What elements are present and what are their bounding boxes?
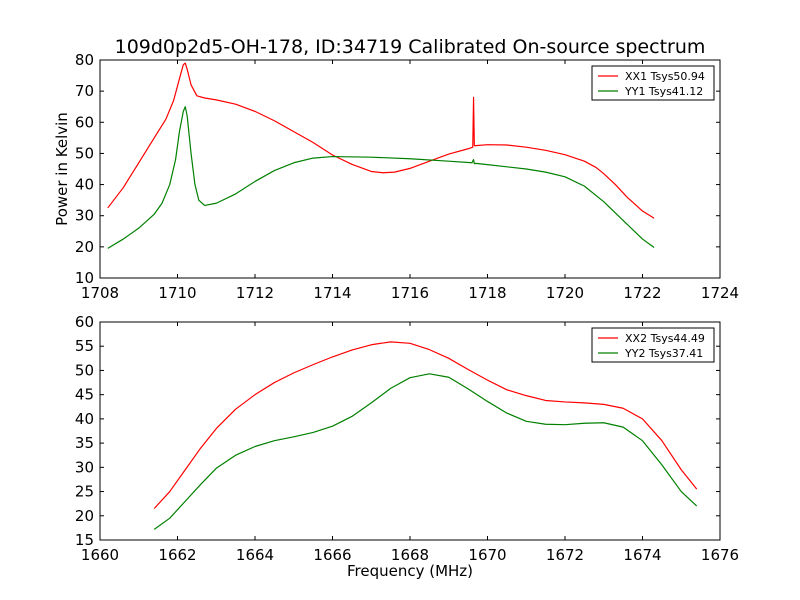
series-line-2 xyxy=(153,373,698,530)
y-tick-label: 25 xyxy=(75,483,94,501)
legend-box xyxy=(591,327,715,363)
chart-panels: 1708 1710 1712 1714 1716 1718 1720 1722 1724 10 20… xyxy=(53,51,739,564)
x-tick-label: 1674 xyxy=(623,546,661,564)
x-tick-label: 1714 xyxy=(313,284,351,302)
series-line-1 xyxy=(107,62,655,219)
y-tick-label: 50 xyxy=(75,144,94,162)
x-tick-label: 1670 xyxy=(468,546,506,564)
x-tick-label: 1720 xyxy=(546,284,584,302)
x-tick-label: 1722 xyxy=(623,284,661,302)
x-tick-label: 1718 xyxy=(468,284,506,302)
x-tick-label: 1660 xyxy=(81,546,119,564)
panel-1: 1708 1710 1712 1714 1716 1718 1720 1722 1724 10 20… xyxy=(53,51,739,302)
legend: XX2 Tsys44.49 YY2 Tsys37.41 xyxy=(591,327,715,363)
y-tick-label: 20 xyxy=(75,507,94,525)
y-tick-label: 60 xyxy=(75,113,94,131)
y-tick-label: 35 xyxy=(75,434,94,452)
x-tick-label: 1716 xyxy=(391,284,429,302)
series-line-2 xyxy=(107,106,655,249)
y-tick-label: 30 xyxy=(75,207,94,225)
y-tick-label: 45 xyxy=(75,386,94,404)
legend-label-2: YY2 Tsys37.41 xyxy=(624,347,703,360)
y-tick-label: 70 xyxy=(75,82,94,100)
x-tick-label: 1724 xyxy=(701,284,739,302)
legend-label-2: YY1 Tsys41.12 xyxy=(624,85,703,98)
y-tick-label: 10 xyxy=(75,269,94,287)
y-tick-label: 60 xyxy=(75,313,94,331)
y-tick-label: 20 xyxy=(75,238,94,256)
series-line-1 xyxy=(153,341,698,509)
x-tick-label: 1676 xyxy=(701,546,739,564)
legend-box xyxy=(591,65,715,101)
y-tick-label: 55 xyxy=(75,337,94,355)
panel-2: 1660 1662 1664 1666 1668 1670 1672 1674 1676 15 20… xyxy=(75,313,739,564)
x-tick-label: 1662 xyxy=(158,546,196,564)
x-tick-label: 1708 xyxy=(81,284,119,302)
legend-label-1: XX1 Tsys50.94 xyxy=(625,70,705,83)
legend-label-1: XX2 Tsys44.49 xyxy=(625,332,705,345)
x-tick-label: 1668 xyxy=(391,546,429,564)
x-tick-label: 1712 xyxy=(236,284,274,302)
legend: XX1 Tsys50.94 YY1 Tsys41.12 xyxy=(591,65,715,101)
x-tick-label: 1672 xyxy=(546,546,584,564)
x-axis-title: Frequency (MHz) xyxy=(347,562,473,580)
y-tick-label: 30 xyxy=(75,458,94,476)
y-tick-label: 50 xyxy=(75,361,94,379)
y-tick-label: 40 xyxy=(75,176,94,194)
y-tick-label: 40 xyxy=(75,410,94,428)
y-tick-label: 15 xyxy=(75,531,94,549)
y-tick-label: 80 xyxy=(75,51,94,69)
x-tick-label: 1710 xyxy=(158,284,196,302)
x-tick-label: 1666 xyxy=(313,546,351,564)
y-axis-title: Power in Kelvin xyxy=(53,112,71,226)
x-tick-label: 1664 xyxy=(236,546,274,564)
figure-title: 109d0p2d5-OH-178, ID:34719 Calibrated On… xyxy=(115,36,706,58)
